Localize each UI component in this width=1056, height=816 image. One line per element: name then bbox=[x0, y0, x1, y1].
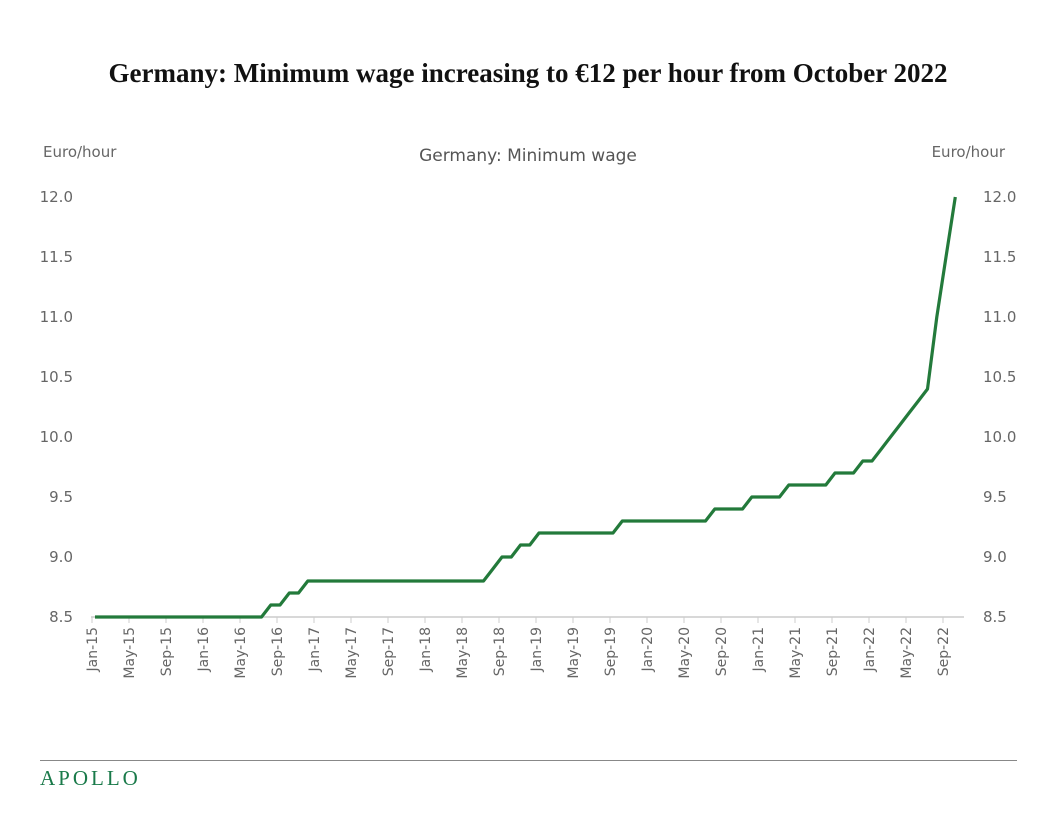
x-tick-label: May-17 bbox=[344, 627, 360, 679]
page-title: Germany: Minimum wage increasing to €12 … bbox=[108, 58, 948, 88]
x-tick-label: Jan-20 bbox=[640, 627, 656, 672]
y-tick-label-left: 9.5 bbox=[49, 488, 73, 506]
x-tick-label: Sep-22 bbox=[936, 627, 952, 676]
x-tick-label: Sep-15 bbox=[159, 627, 175, 676]
y-tick-label-right: 11.5 bbox=[983, 248, 1016, 266]
y-tick-label-left: 8.5 bbox=[49, 608, 73, 626]
x-tick-label: May-21 bbox=[788, 627, 804, 679]
x-tick-label: Sep-18 bbox=[492, 627, 508, 676]
y-tick-label-right: 8.5 bbox=[983, 608, 1007, 626]
y-tick-label-right: 11.0 bbox=[983, 308, 1016, 326]
x-tick-label: Jan-21 bbox=[751, 627, 767, 672]
y-tick-label-right: 9.0 bbox=[983, 548, 1007, 566]
apollo-logo: APOLLO bbox=[40, 766, 141, 790]
x-tick-label: Jan-19 bbox=[529, 627, 545, 672]
x-tick-label: Sep-21 bbox=[825, 627, 841, 676]
y-tick-label-right: 9.5 bbox=[983, 488, 1007, 506]
footer-divider bbox=[40, 760, 1017, 761]
x-tick-label: May-18 bbox=[455, 627, 471, 679]
y-tick-label-left: 10.5 bbox=[40, 368, 73, 386]
y-tick-label-left: 11.0 bbox=[40, 308, 73, 326]
x-tick-label: May-22 bbox=[899, 627, 915, 679]
x-tick-label: May-20 bbox=[677, 627, 693, 679]
y-tick-label-left: 11.5 bbox=[40, 248, 73, 266]
x-tick-label: Sep-19 bbox=[603, 627, 619, 676]
y-axis-label-left: Euro/hour bbox=[43, 143, 117, 161]
series-line bbox=[95, 196, 957, 619]
x-tick-label: Jan-22 bbox=[862, 627, 878, 672]
x-tick-label: Jan-17 bbox=[307, 627, 323, 672]
x-tick-label: Jan-15 bbox=[85, 627, 101, 672]
x-tick-label: May-16 bbox=[233, 627, 249, 679]
x-tick-label: Jan-16 bbox=[196, 627, 212, 673]
x-tick-label: Sep-20 bbox=[714, 627, 730, 676]
line-chart: Germany: Minimum wage Euro/hour Euro/hou… bbox=[40, 143, 1017, 679]
x-tick-label: Jan-18 bbox=[418, 627, 434, 672]
y-tick-label-left: 12.0 bbox=[40, 188, 73, 206]
y-tick-label-right: 10.0 bbox=[983, 428, 1016, 446]
y-tick-label-right: 10.5 bbox=[983, 368, 1016, 386]
chart-title: Germany: Minimum wage bbox=[419, 146, 637, 166]
y-axis-label-right: Euro/hour bbox=[932, 143, 1006, 161]
x-tick-label: May-15 bbox=[122, 627, 138, 679]
y-tick-label-left: 10.0 bbox=[40, 428, 73, 446]
x-tick-label: Sep-16 bbox=[270, 627, 286, 676]
y-tick-label-right: 12.0 bbox=[983, 188, 1016, 206]
x-tick-label: Sep-17 bbox=[381, 627, 397, 676]
x-tick-label: May-19 bbox=[566, 627, 582, 679]
y-tick-label-left: 9.0 bbox=[49, 548, 73, 566]
